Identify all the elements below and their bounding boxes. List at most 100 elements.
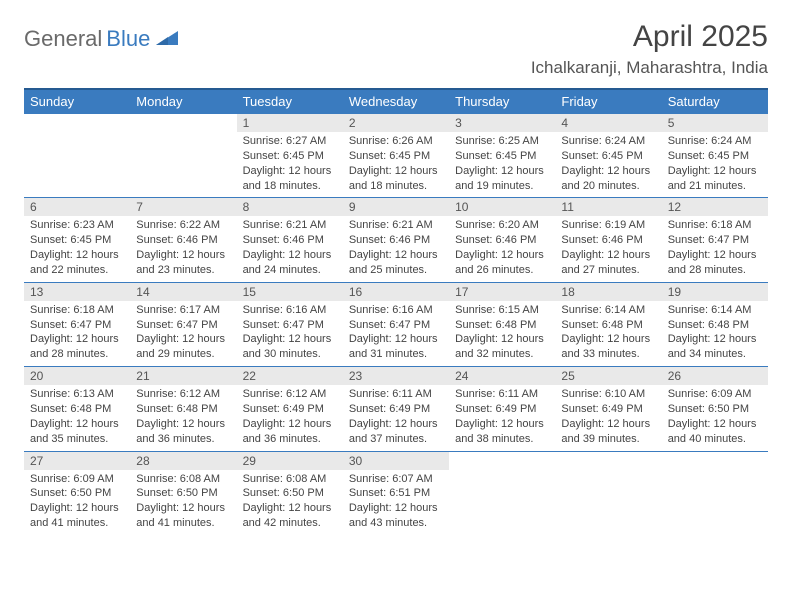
sunset-line: Sunset: 6:48 PM (561, 318, 655, 333)
brand-blue: Blue (106, 26, 150, 52)
day-number: 5 (662, 113, 768, 132)
day-number: 27 (24, 451, 130, 470)
location-subtitle: Ichalkaranji, Maharashtra, India (531, 58, 768, 78)
day-details: Sunrise: 6:16 AMSunset: 6:47 PMDaylight:… (237, 301, 343, 366)
sunrise-line: Sunrise: 6:09 AM (668, 387, 762, 402)
sunset-line: Sunset: 6:50 PM (243, 486, 337, 501)
calendar-table: SundayMondayTuesdayWednesdayThursdayFrid… (24, 88, 768, 535)
sunrise-line: Sunrise: 6:14 AM (668, 303, 762, 318)
sunset-line: Sunset: 6:45 PM (561, 149, 655, 164)
empty-day (24, 113, 130, 132)
day-number: 10 (449, 197, 555, 216)
calendar-week-row: 6Sunrise: 6:23 AMSunset: 6:45 PMDaylight… (24, 197, 768, 281)
calendar-day-cell: 4Sunrise: 6:24 AMSunset: 6:45 PMDaylight… (555, 113, 661, 197)
sunrise-line: Sunrise: 6:24 AM (668, 134, 762, 149)
sunrise-line: Sunrise: 6:16 AM (243, 303, 337, 318)
day-number: 11 (555, 197, 661, 216)
calendar-day-cell (662, 451, 768, 535)
calendar-day-cell: 11Sunrise: 6:19 AMSunset: 6:46 PMDayligh… (555, 197, 661, 281)
sunset-line: Sunset: 6:45 PM (349, 149, 443, 164)
day-details: Sunrise: 6:26 AMSunset: 6:45 PMDaylight:… (343, 132, 449, 197)
sunset-line: Sunset: 6:50 PM (136, 486, 230, 501)
sunrise-line: Sunrise: 6:14 AM (561, 303, 655, 318)
day-details: Sunrise: 6:07 AMSunset: 6:51 PMDaylight:… (343, 470, 449, 535)
column-header: Friday (555, 89, 661, 113)
sunrise-line: Sunrise: 6:12 AM (243, 387, 337, 402)
sunrise-line: Sunrise: 6:16 AM (349, 303, 443, 318)
day-details: Sunrise: 6:21 AMSunset: 6:46 PMDaylight:… (237, 216, 343, 281)
daylight-line: Daylight: 12 hours and 40 minutes. (668, 417, 762, 447)
daylight-line: Daylight: 12 hours and 28 minutes. (30, 332, 124, 362)
day-details: Sunrise: 6:13 AMSunset: 6:48 PMDaylight:… (24, 385, 130, 450)
brand-general: General (24, 26, 102, 52)
empty-day (449, 451, 555, 470)
day-number: 21 (130, 366, 236, 385)
day-details: Sunrise: 6:08 AMSunset: 6:50 PMDaylight:… (130, 470, 236, 535)
day-details: Sunrise: 6:20 AMSunset: 6:46 PMDaylight:… (449, 216, 555, 281)
calendar-day-cell: 12Sunrise: 6:18 AMSunset: 6:47 PMDayligh… (662, 197, 768, 281)
day-details: Sunrise: 6:22 AMSunset: 6:46 PMDaylight:… (130, 216, 236, 281)
calendar-day-cell: 30Sunrise: 6:07 AMSunset: 6:51 PMDayligh… (343, 451, 449, 535)
sunset-line: Sunset: 6:51 PM (349, 486, 443, 501)
sunset-line: Sunset: 6:50 PM (668, 402, 762, 417)
day-number: 24 (449, 366, 555, 385)
day-details: Sunrise: 6:12 AMSunset: 6:49 PMDaylight:… (237, 385, 343, 450)
sunset-line: Sunset: 6:48 PM (30, 402, 124, 417)
day-details: Sunrise: 6:16 AMSunset: 6:47 PMDaylight:… (343, 301, 449, 366)
sunrise-line: Sunrise: 6:24 AM (561, 134, 655, 149)
column-header: Tuesday (237, 89, 343, 113)
daylight-line: Daylight: 12 hours and 41 minutes. (30, 501, 124, 531)
calendar-day-cell: 20Sunrise: 6:13 AMSunset: 6:48 PMDayligh… (24, 366, 130, 450)
daylight-line: Daylight: 12 hours and 41 minutes. (136, 501, 230, 531)
day-details: Sunrise: 6:12 AMSunset: 6:48 PMDaylight:… (130, 385, 236, 450)
calendar-day-cell: 22Sunrise: 6:12 AMSunset: 6:49 PMDayligh… (237, 366, 343, 450)
calendar-day-cell: 21Sunrise: 6:12 AMSunset: 6:48 PMDayligh… (130, 366, 236, 450)
day-details: Sunrise: 6:17 AMSunset: 6:47 PMDaylight:… (130, 301, 236, 366)
sunset-line: Sunset: 6:47 PM (30, 318, 124, 333)
day-number: 19 (662, 282, 768, 301)
sunset-line: Sunset: 6:46 PM (136, 233, 230, 248)
sunset-line: Sunset: 6:47 PM (668, 233, 762, 248)
sunset-line: Sunset: 6:49 PM (243, 402, 337, 417)
day-number: 18 (555, 282, 661, 301)
day-number: 17 (449, 282, 555, 301)
daylight-line: Daylight: 12 hours and 31 minutes. (349, 332, 443, 362)
sunrise-line: Sunrise: 6:09 AM (30, 472, 124, 487)
day-details: Sunrise: 6:10 AMSunset: 6:49 PMDaylight:… (555, 385, 661, 450)
daylight-line: Daylight: 12 hours and 30 minutes. (243, 332, 337, 362)
day-number: 30 (343, 451, 449, 470)
day-number: 3 (449, 113, 555, 132)
day-details: Sunrise: 6:24 AMSunset: 6:45 PMDaylight:… (555, 132, 661, 197)
column-header: Saturday (662, 89, 768, 113)
sunrise-line: Sunrise: 6:27 AM (243, 134, 337, 149)
day-number: 16 (343, 282, 449, 301)
daylight-line: Daylight: 12 hours and 35 minutes. (30, 417, 124, 447)
day-details: Sunrise: 6:08 AMSunset: 6:50 PMDaylight:… (237, 470, 343, 535)
column-header: Wednesday (343, 89, 449, 113)
calendar-week-row: 20Sunrise: 6:13 AMSunset: 6:48 PMDayligh… (24, 366, 768, 450)
daylight-line: Daylight: 12 hours and 21 minutes. (668, 164, 762, 194)
day-number: 6 (24, 197, 130, 216)
calendar-day-cell: 18Sunrise: 6:14 AMSunset: 6:48 PMDayligh… (555, 282, 661, 366)
sunrise-line: Sunrise: 6:18 AM (668, 218, 762, 233)
sunset-line: Sunset: 6:49 PM (455, 402, 549, 417)
calendar-day-cell: 1Sunrise: 6:27 AMSunset: 6:45 PMDaylight… (237, 113, 343, 197)
day-details: Sunrise: 6:19 AMSunset: 6:46 PMDaylight:… (555, 216, 661, 281)
empty-day (662, 451, 768, 470)
sunset-line: Sunset: 6:45 PM (668, 149, 762, 164)
day-details: Sunrise: 6:15 AMSunset: 6:48 PMDaylight:… (449, 301, 555, 366)
daylight-line: Daylight: 12 hours and 37 minutes. (349, 417, 443, 447)
calendar-day-cell: 8Sunrise: 6:21 AMSunset: 6:46 PMDaylight… (237, 197, 343, 281)
calendar-week-row: 27Sunrise: 6:09 AMSunset: 6:50 PMDayligh… (24, 451, 768, 535)
calendar-day-cell: 10Sunrise: 6:20 AMSunset: 6:46 PMDayligh… (449, 197, 555, 281)
day-number: 2 (343, 113, 449, 132)
day-number: 7 (130, 197, 236, 216)
day-number: 14 (130, 282, 236, 301)
calendar-day-cell: 13Sunrise: 6:18 AMSunset: 6:47 PMDayligh… (24, 282, 130, 366)
sunset-line: Sunset: 6:45 PM (30, 233, 124, 248)
calendar-week-row: 1Sunrise: 6:27 AMSunset: 6:45 PMDaylight… (24, 113, 768, 197)
calendar-day-cell: 24Sunrise: 6:11 AMSunset: 6:49 PMDayligh… (449, 366, 555, 450)
day-details: Sunrise: 6:09 AMSunset: 6:50 PMDaylight:… (662, 385, 768, 450)
sunset-line: Sunset: 6:47 PM (349, 318, 443, 333)
sunset-line: Sunset: 6:46 PM (561, 233, 655, 248)
